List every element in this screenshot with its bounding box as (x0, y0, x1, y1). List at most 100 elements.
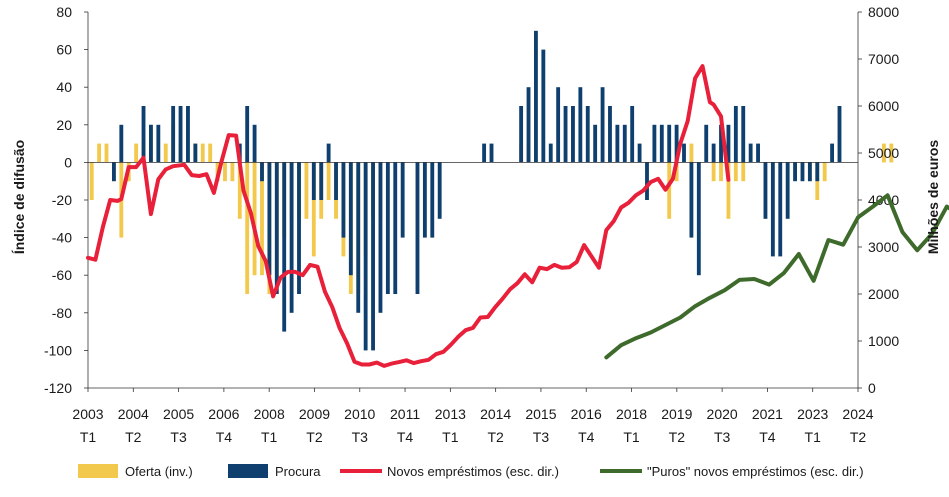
procura-bar-25 (274, 162, 279, 294)
oferta-bar-85 (719, 162, 723, 182)
procura-bar-44 (415, 162, 420, 294)
procura-bar-88 (741, 106, 746, 163)
x-quarter-label: T2 (125, 429, 142, 445)
x-quarter-label: T4 (759, 429, 776, 445)
x-quarter-label: T3 (714, 429, 731, 445)
procura-bar-70 (608, 106, 612, 163)
oferta-bar-19 (230, 162, 235, 182)
x-quarter-label: T1 (261, 429, 278, 445)
x-year-label: 2016 (571, 406, 602, 422)
oferta-bar-16 (208, 143, 213, 163)
procura-bar-33 (334, 162, 338, 200)
right-tick-label: 1000 (868, 333, 899, 349)
left-tick-label: 20 (56, 117, 72, 133)
procura-bar-54 (489, 143, 494, 163)
x-axis-ticks: 2003 T1 2004 T2 2005 T3 2006 T4 2008 T1 2009 T2 2010… (72, 388, 874, 445)
x-year-label: 2014 (480, 406, 511, 422)
procura-bar-41 (393, 162, 398, 294)
procura-bar-46 (430, 162, 435, 238)
procura-bar-62 (548, 143, 553, 163)
procura-bar-85 (719, 124, 723, 163)
left-tick-label: 80 (56, 4, 72, 20)
oferta-bar-30 (311, 162, 316, 257)
procura-bar-37 (363, 162, 368, 351)
x-quarter-label: T2 (306, 429, 323, 445)
procura-bar-24 (267, 162, 272, 276)
procura-bar-76 (652, 124, 657, 163)
left-tick-label: -120 (44, 380, 72, 396)
x-quarter-label: T4 (216, 429, 233, 445)
oferta-bar-87 (733, 162, 738, 182)
x-year-label: 2010 (344, 406, 375, 422)
procura-bar-61 (541, 49, 546, 163)
x-year-label: 2009 (299, 406, 330, 422)
procura-bar-94 (785, 162, 790, 219)
oferta-bar-86 (726, 162, 731, 219)
x-quarter-label: T1 (442, 429, 459, 445)
x-quarter-label: T1 (623, 429, 640, 445)
left-axis-ticks: 80 60 40 20 0 -20 -40 -60 -80 -100 -120 (44, 4, 88, 396)
x-year-label: 2023 (797, 406, 828, 422)
procura-bar-65 (571, 106, 575, 163)
left-tick-label: -60 (52, 267, 72, 283)
procura-bar-63 (556, 87, 561, 163)
procura-bar-67 (585, 106, 590, 163)
oferta-bar-22 (252, 162, 257, 276)
procura-bar-26 (282, 162, 287, 332)
procura-bar-100 (830, 143, 835, 163)
procura-bar-72 (622, 124, 627, 163)
oferta-bar-21 (245, 162, 250, 294)
oferta-bar-0 (89, 162, 94, 200)
x-year-label: 2008 (254, 406, 285, 422)
novos-emprestimos-line (86, 64, 731, 368)
procura-bar-69 (600, 87, 605, 163)
procura-bar-93 (778, 162, 783, 257)
y2-axis-label: Milhões de euros (925, 140, 941, 255)
oferta-bar-29 (304, 162, 309, 219)
procura-bar-90 (756, 143, 760, 163)
left-tick-label: 60 (56, 42, 72, 58)
x-year-label: 2018 (616, 406, 647, 422)
x-year-label: 2021 (752, 406, 783, 422)
procura-bar-82 (696, 162, 701, 276)
x-year-label: 2013 (435, 406, 466, 422)
procura-bar-27 (289, 162, 294, 313)
x-year-label: 2015 (525, 406, 556, 422)
oferta-bar-32 (326, 162, 331, 200)
procura-bar-8 (149, 124, 153, 163)
right-tick-label: 2000 (868, 286, 899, 302)
right-tick-label: 7000 (868, 51, 899, 67)
legend-label-1: Procura (275, 464, 321, 479)
procura-bar-79 (674, 124, 679, 163)
procura-bar-14 (193, 143, 198, 163)
procura-bar-98 (815, 162, 820, 182)
x-year-label: 2024 (842, 406, 873, 422)
x-year-label: 2003 (72, 406, 103, 422)
procura-bar-77 (659, 124, 664, 163)
procura-bar-60 (534, 30, 538, 163)
procura-bar-80 (682, 143, 686, 163)
procura-bar-66 (578, 87, 583, 163)
procura-bar-81 (689, 162, 694, 238)
left-tick-label: -80 (52, 305, 72, 321)
procura-bar-30 (311, 162, 316, 200)
procura-bar-71 (615, 124, 620, 163)
procura-bar-22 (252, 124, 257, 163)
procura-bar-91 (763, 162, 768, 219)
legend-swatch-1 (228, 464, 268, 478)
right-tick-label: 6000 (868, 98, 899, 114)
oferta-bar-23 (260, 162, 264, 276)
x-quarter-label: T3 (533, 429, 550, 445)
oferta-bar-15 (200, 143, 205, 163)
oferta-bar-99 (822, 162, 827, 182)
left-tick-label: -100 (44, 342, 72, 358)
x-year-label: 2005 (163, 406, 194, 422)
procura-bar-28 (297, 162, 301, 294)
x-quarter-label: T3 (170, 429, 187, 445)
right-tick-label: 0 (868, 380, 876, 396)
procura-bar-78 (667, 124, 672, 163)
procura-bar-9 (156, 124, 161, 163)
legend-label-2: Novos empréstimos (esc. dir.) (387, 464, 559, 479)
x-quarter-label: T3 (352, 429, 369, 445)
